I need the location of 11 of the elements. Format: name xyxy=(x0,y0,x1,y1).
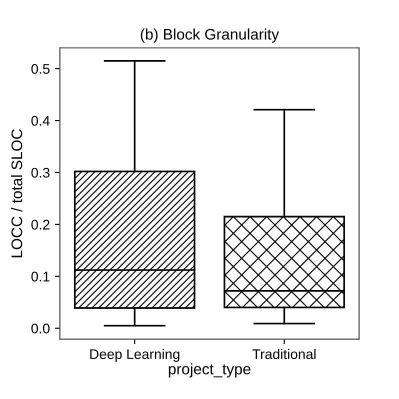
x-axis-title: project_type xyxy=(168,363,250,378)
y-tick-label: 0.3 xyxy=(31,168,50,178)
x-tick-label: Deep Learning xyxy=(90,348,180,362)
y-axis-title: LOCC / total SLOC xyxy=(11,129,22,258)
x-tick-label: Traditional xyxy=(252,348,316,360)
y-tick-label: 0.5 xyxy=(31,64,50,74)
y-tick-label: 0.0 xyxy=(31,324,50,334)
y-tick-label: 0.1 xyxy=(31,272,50,282)
chart-title: (b) Block Granularity xyxy=(140,28,280,43)
y-tick-label: 0.4 xyxy=(31,116,50,126)
y-tick-label: 0.2 xyxy=(31,220,50,230)
